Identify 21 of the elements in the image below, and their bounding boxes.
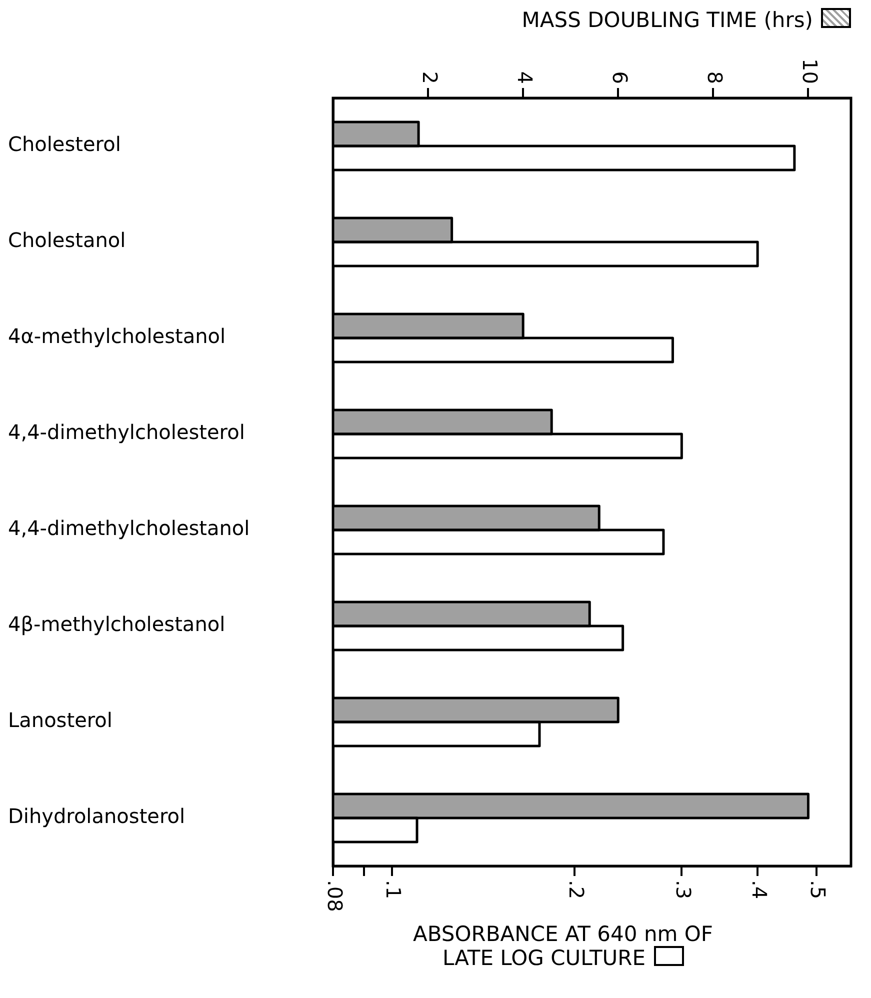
x2-tick-label: 10	[798, 58, 822, 84]
x-tick-label: .3	[671, 880, 696, 900]
y-tick-label: Cholesterol	[8, 132, 121, 156]
x2-tick-label: 8	[702, 71, 727, 84]
y-tick-label: 4β-methylcholestanol	[8, 612, 226, 636]
y-tick-label: Lanosterol	[8, 708, 112, 732]
x2-tick-label: 6	[608, 71, 632, 84]
x-tick-label: .2	[564, 880, 589, 900]
x2-tick-label: 2	[418, 71, 442, 84]
x-tick-label: .5	[806, 880, 830, 900]
x-axis-title: ABSORBANCE AT 640 nm OF LATE LOG CULTURE	[413, 922, 713, 970]
x-tick-label: .4	[747, 880, 772, 900]
y-tick-label: Cholestanol	[8, 228, 126, 252]
y-tick-label: 4,4-dimethylcholestanol	[8, 516, 250, 540]
y-tick-label: Dihydrolanosterol	[8, 804, 186, 828]
x-tick-label: .08	[322, 880, 347, 912]
x-tick-label: .1	[382, 880, 406, 900]
x2-tick-label: 4	[512, 71, 537, 84]
y-tick-label: 4,4-dimethylcholesterol	[8, 420, 245, 444]
y-tick-label: 4α-methylcholestanol	[8, 324, 226, 348]
x2-axis-title: MASS DOUBLING TIME (hrs)	[522, 8, 813, 32]
